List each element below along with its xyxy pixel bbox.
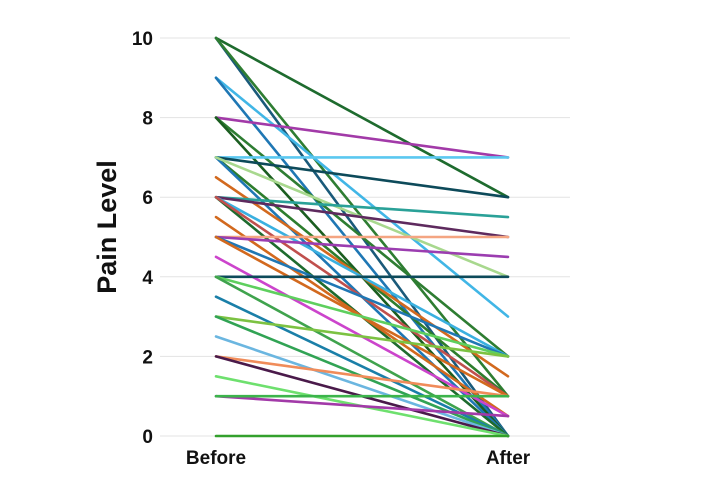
x-category-label: After <box>486 448 531 469</box>
y-tick-label: 10 <box>132 29 153 50</box>
series-line <box>214 315 510 358</box>
series-line <box>214 355 510 398</box>
y-tick-label: 2 <box>142 347 153 368</box>
y-tick-label: 0 <box>142 427 153 448</box>
y-tick-label: 4 <box>142 268 153 289</box>
x-category-label: Before <box>186 448 246 469</box>
series-line <box>214 235 510 358</box>
series-line <box>214 275 510 358</box>
series-line <box>214 36 510 199</box>
series-lines <box>214 36 510 438</box>
y-tick-label: 8 <box>142 109 153 130</box>
series-line <box>214 195 510 239</box>
series-line <box>214 394 510 418</box>
series-line <box>214 76 510 438</box>
y-axis-label: Pain Level <box>92 160 122 294</box>
series-line <box>214 156 510 199</box>
series-line <box>214 235 510 259</box>
y-axis-ticks: 0 2 4 6 8 10 <box>132 29 154 448</box>
x-axis-categories: Before After <box>186 448 531 469</box>
series-line <box>214 275 510 438</box>
series-line <box>214 335 510 438</box>
series-line <box>214 116 510 159</box>
y-tick-label: 6 <box>142 188 153 209</box>
series-line <box>214 195 510 219</box>
